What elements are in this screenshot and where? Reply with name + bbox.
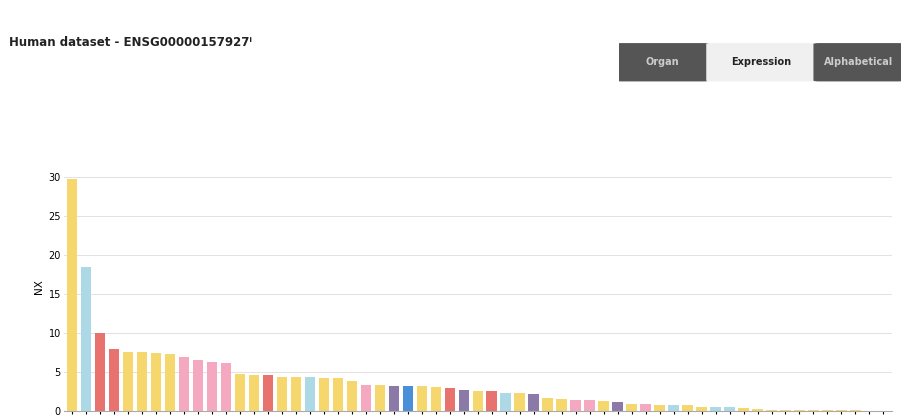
Bar	[375, 385, 385, 411]
FancyBboxPatch shape	[616, 43, 709, 81]
Bar	[514, 393, 525, 411]
Bar	[151, 353, 161, 411]
Bar	[95, 333, 106, 411]
Bar	[136, 352, 147, 411]
Bar	[178, 357, 189, 411]
Bar	[836, 410, 846, 411]
Bar	[584, 400, 595, 411]
Bar	[711, 407, 721, 411]
Bar	[248, 375, 259, 411]
Text: Alphabetical: Alphabetical	[824, 57, 894, 67]
Bar	[529, 394, 539, 411]
Bar	[417, 386, 427, 411]
Bar	[123, 352, 133, 411]
Bar	[808, 410, 819, 411]
Bar	[290, 377, 301, 411]
Bar	[724, 408, 734, 411]
Bar	[165, 354, 176, 411]
Text: Human dataset - ENSG00000157927ⁱ: Human dataset - ENSG00000157927ⁱ	[9, 36, 252, 49]
Bar	[333, 378, 343, 411]
FancyBboxPatch shape	[706, 43, 816, 81]
Bar	[81, 267, 91, 411]
Text: Expression: Expression	[732, 57, 792, 67]
Y-axis label: NX: NX	[35, 279, 45, 294]
Bar	[682, 405, 693, 411]
Bar	[794, 410, 804, 411]
Bar	[444, 388, 455, 411]
Bar	[360, 385, 371, 411]
Bar	[641, 404, 651, 411]
Bar	[654, 405, 665, 411]
Bar	[571, 400, 581, 411]
Bar	[612, 402, 622, 411]
Bar	[277, 377, 288, 411]
Bar	[696, 407, 707, 411]
Bar	[738, 408, 749, 411]
Bar	[389, 386, 399, 411]
Bar	[626, 404, 637, 411]
Text: Organ: Organ	[646, 57, 680, 67]
Bar	[193, 360, 203, 411]
Bar	[501, 393, 511, 411]
Bar	[263, 376, 273, 411]
Bar	[766, 410, 777, 411]
Bar	[668, 405, 679, 411]
Bar	[472, 391, 483, 411]
Bar	[599, 401, 609, 411]
Bar	[753, 409, 763, 411]
Bar	[109, 349, 119, 411]
Bar	[305, 377, 315, 411]
Text: HUMAN ORTHOLOG GENESⁱ: HUMAN ORTHOLOG GENESⁱ	[7, 10, 165, 21]
Bar	[780, 410, 791, 411]
Bar	[347, 381, 357, 411]
FancyBboxPatch shape	[814, 43, 904, 81]
Bar	[221, 364, 231, 411]
Bar	[542, 398, 553, 411]
Bar	[235, 374, 245, 411]
Bar	[459, 390, 469, 411]
Bar	[402, 386, 413, 411]
Bar	[556, 399, 567, 411]
Bar	[318, 378, 329, 411]
Bar	[487, 391, 497, 411]
Bar	[66, 179, 77, 411]
Bar	[430, 387, 441, 411]
Bar	[823, 410, 833, 411]
Bar	[207, 362, 217, 411]
